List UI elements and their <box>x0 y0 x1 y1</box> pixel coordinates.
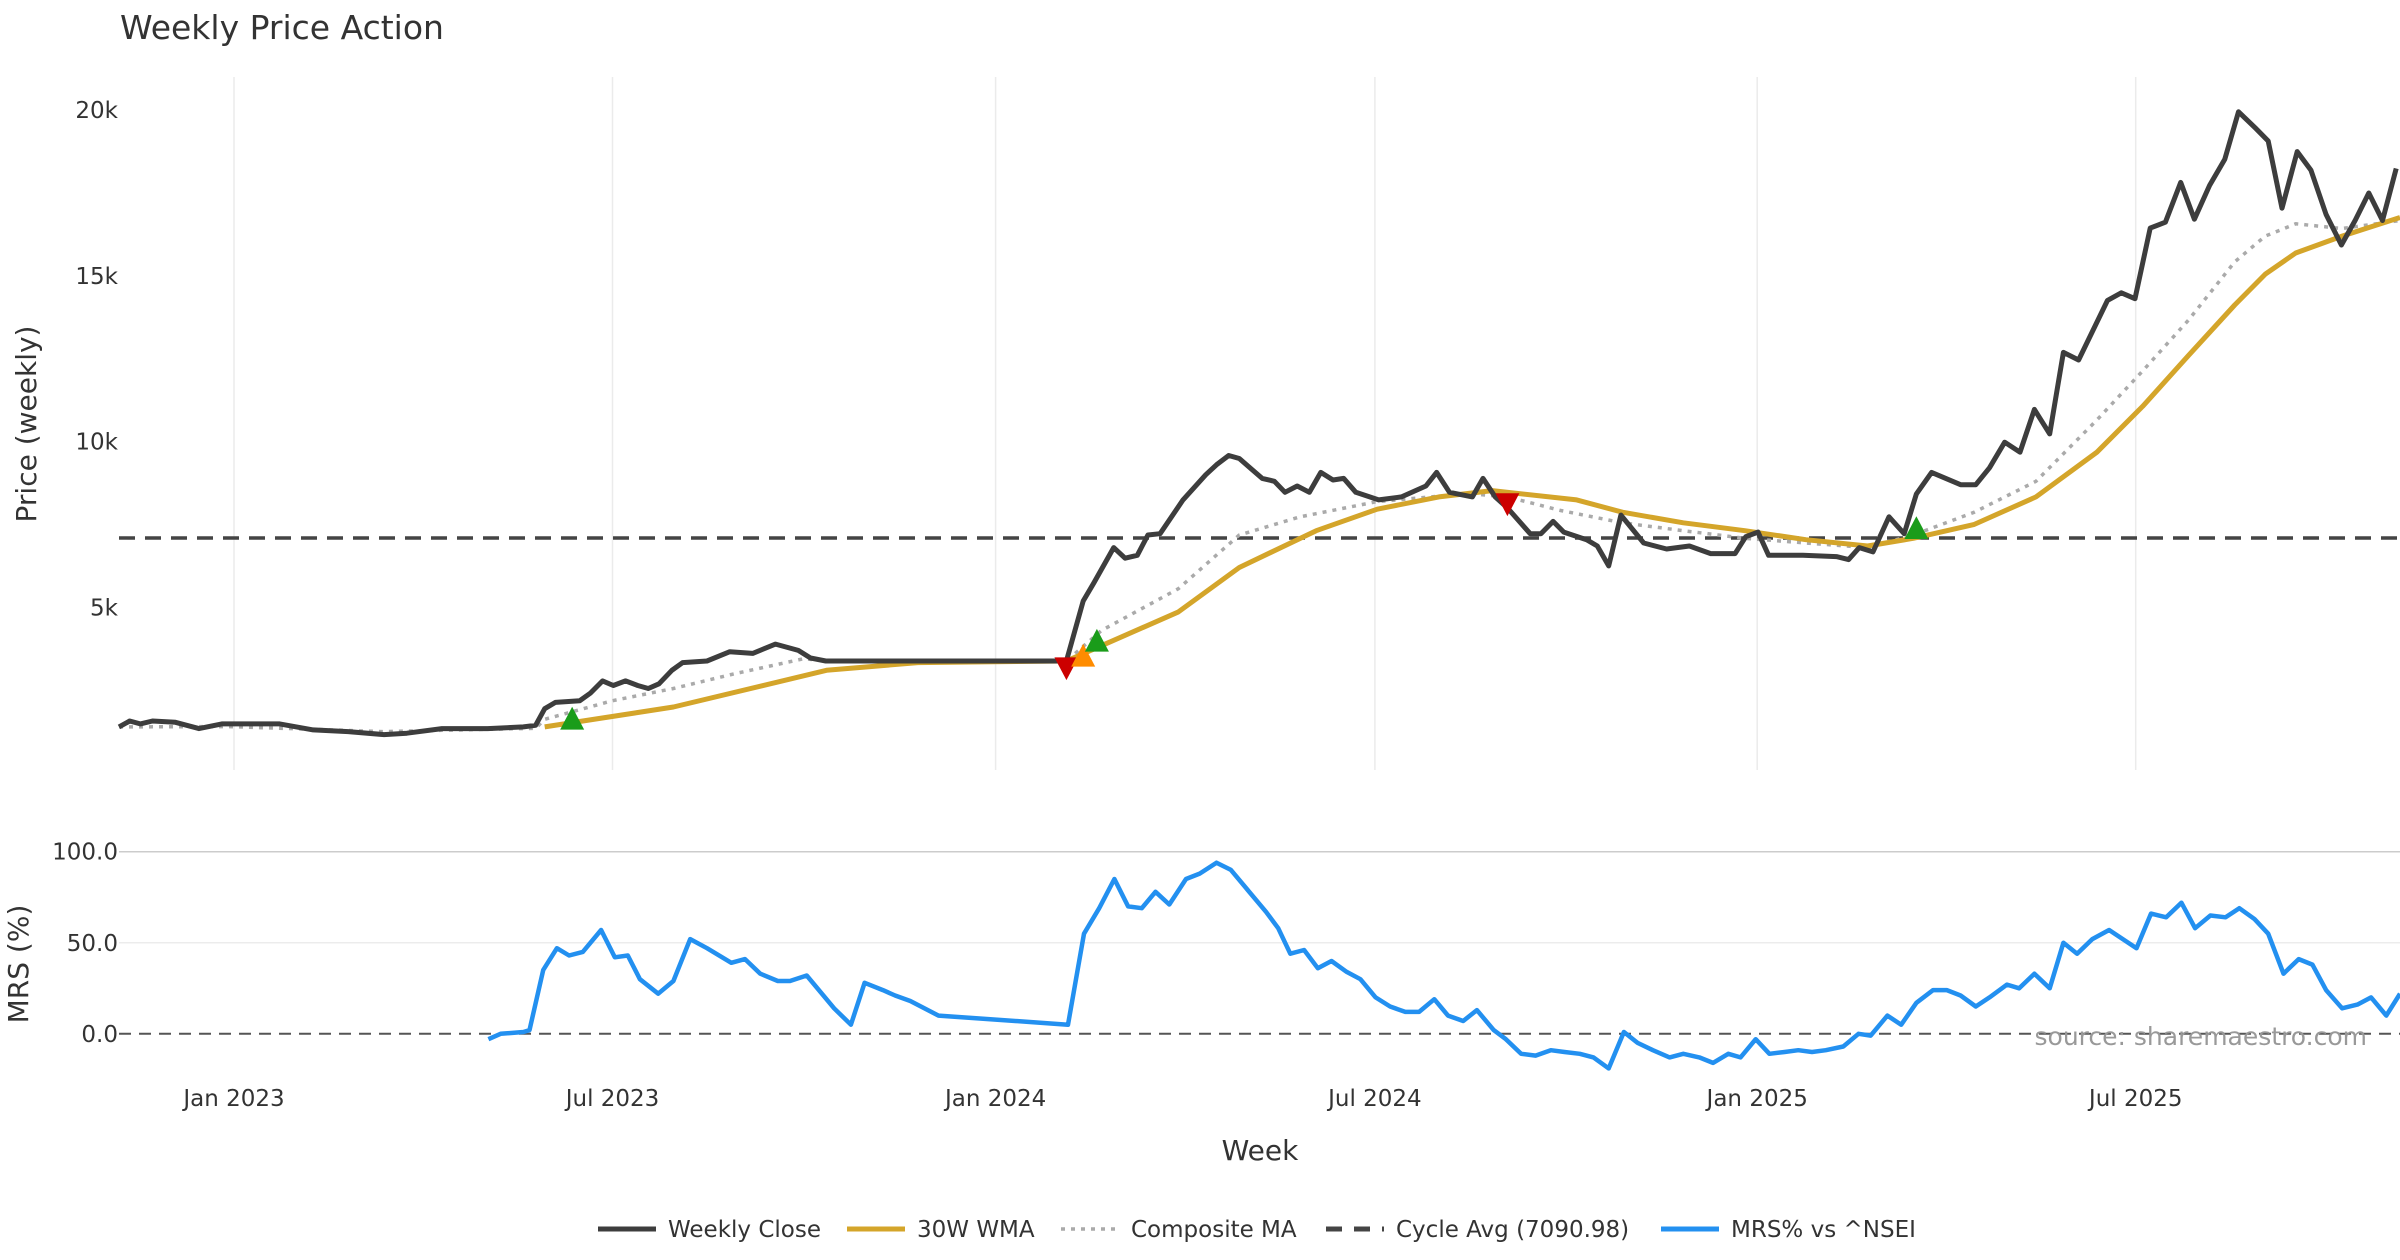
x-axis-label: Week <box>1222 1134 1299 1167</box>
legend-item: Cycle Avg (7090.98) <box>1326 1217 1629 1243</box>
price-y-tick-label: 15k <box>75 264 118 290</box>
x-tick-label: Jan 2025 <box>1705 1086 1808 1112</box>
legend-item: Weekly Close <box>598 1217 821 1243</box>
x-tick-label: Jul 2024 <box>1326 1086 1422 1112</box>
weekly-close-line <box>117 109 2399 738</box>
mrs-y-tick-label: 50.0 <box>67 931 118 957</box>
price-y-tick-label: 5k <box>90 595 119 621</box>
source-annotation: source: sharemaestro.com <box>2035 1022 2368 1051</box>
price-y-tick-label: 10k <box>75 430 118 456</box>
legend-label: Composite MA <box>1131 1217 1297 1243</box>
x-tick-label: Jul 2025 <box>2087 1086 2183 1112</box>
sell-signal-marker <box>1495 493 1520 517</box>
price-y-tick-label: 20k <box>75 98 118 124</box>
axes: Jan 2023 Jul 2023 Jan 2024 Jul 2024 Jan 2025… <box>52 98 2182 1112</box>
legend-item: Composite MA <box>1061 1217 1297 1243</box>
sell-signal-marker <box>1054 657 1079 681</box>
price-y-axis-label: Price (weekly) <box>10 326 43 523</box>
price-panel <box>117 109 2400 738</box>
legend-item: MRS% vs ^NSEI <box>1661 1217 1916 1243</box>
composite-ma-line <box>118 218 2400 734</box>
legend-label: MRS% vs ^NSEI <box>1731 1217 1916 1243</box>
mrs-y-axis-label: MRS (%) <box>2 905 35 1024</box>
mrs-y-tick-label: 100.0 <box>52 840 118 866</box>
chart-title: Weekly Price Action <box>120 8 444 47</box>
mrs-line <box>487 860 2400 1071</box>
legend-item: 30W WMA <box>847 1217 1035 1243</box>
x-tick-label: Jan 2023 <box>181 1086 284 1112</box>
buy-signal-marker <box>560 706 585 730</box>
buy-signal-marker <box>1904 516 1929 539</box>
legend: Weekly Close 30W WMA Composite MA Cycle Avg… <box>598 1217 1916 1243</box>
legend-label: 30W WMA <box>917 1217 1035 1243</box>
x-tick-label: Jan 2024 <box>943 1086 1046 1112</box>
buy-signal-marker <box>1084 628 1109 652</box>
buy-signal-marker <box>1071 643 1096 667</box>
legend-label: Cycle Avg (7090.98) <box>1396 1217 1629 1243</box>
mrs-grid <box>119 850 2400 944</box>
mrs-y-tick-label: 0.0 <box>81 1022 118 1048</box>
price-grid <box>233 77 2137 770</box>
mrs-panel <box>119 860 2400 1071</box>
legend-label: Weekly Close <box>668 1217 821 1243</box>
x-tick-label: Jul 2023 <box>564 1086 660 1112</box>
